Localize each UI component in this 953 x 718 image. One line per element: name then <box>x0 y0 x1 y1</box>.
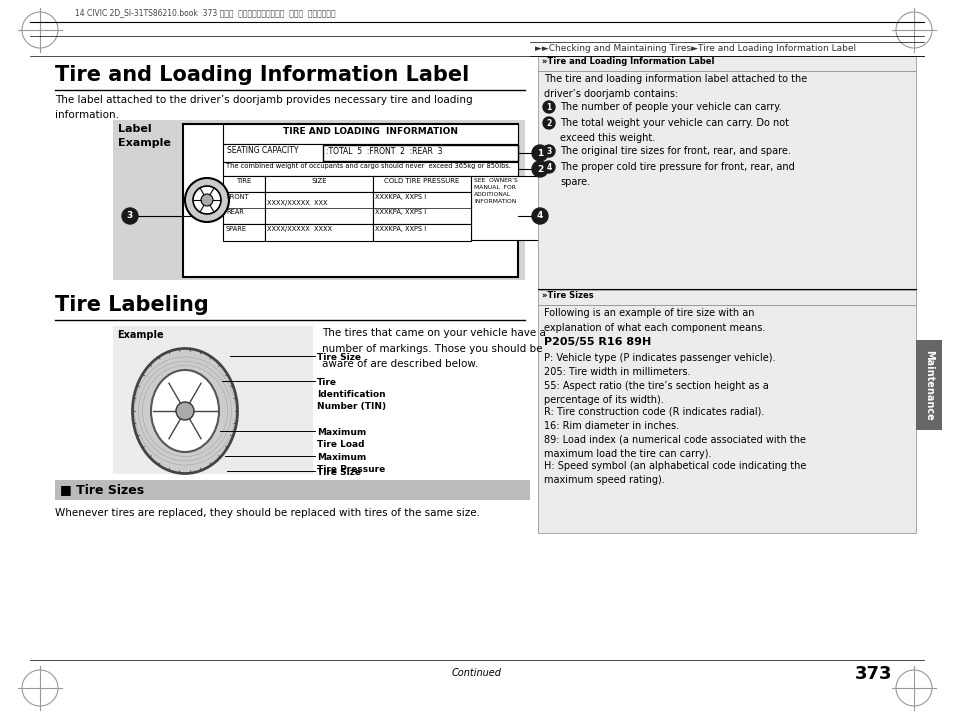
Circle shape <box>542 101 555 113</box>
Text: P205/55 R16 89H: P205/55 R16 89H <box>543 337 651 347</box>
Text: The proper cold tire pressure for front, rear, and
spare.: The proper cold tire pressure for front,… <box>559 162 794 187</box>
Circle shape <box>175 402 193 420</box>
Text: XXXKPA, XXPS I: XXXKPA, XXPS I <box>375 226 426 232</box>
Text: The tires that came on your vehicle have a
number of markings. Those you should : The tires that came on your vehicle have… <box>322 328 545 369</box>
Text: 89: Load index (a numerical code associated with the
maximum load the tire can c: 89: Load index (a numerical code associa… <box>543 435 805 459</box>
Circle shape <box>542 161 555 173</box>
Text: Maximum
Tire Load: Maximum Tire Load <box>316 428 366 449</box>
Text: 55: Aspect ratio (the tire’s section height as a
percentage of its width).: 55: Aspect ratio (the tire’s section hei… <box>543 381 768 405</box>
Ellipse shape <box>132 348 237 473</box>
Text: 1: 1 <box>537 149 542 157</box>
Bar <box>55 480 530 500</box>
Bar <box>373 224 471 241</box>
Text: Tire and Loading Information Label: Tire and Loading Information Label <box>55 65 469 85</box>
Circle shape <box>542 145 555 157</box>
Text: P: Vehicle type (P indicates passenger vehicle).: P: Vehicle type (P indicates passenger v… <box>543 353 775 363</box>
Bar <box>223 224 265 241</box>
Text: The total weight your vehicle can carry. Do not
exceed this weight.: The total weight your vehicle can carry.… <box>559 118 788 143</box>
Text: The label attached to the driver’s doorjamb provides necessary tire and loading
: The label attached to the driver’s doorj… <box>55 95 472 120</box>
Bar <box>265 224 373 241</box>
Text: »Tire and Loading Information Label: »Tire and Loading Information Label <box>541 57 714 66</box>
Text: Tire
Identification
Number (TIN): Tire Identification Number (TIN) <box>316 378 386 411</box>
Text: 4: 4 <box>546 162 551 172</box>
Bar <box>223 162 517 176</box>
Text: Following is an example of tire size with an
explanation of what each component : Following is an example of tire size wit… <box>543 308 764 333</box>
Bar <box>537 71 915 289</box>
Text: Continued: Continued <box>452 668 501 678</box>
Bar <box>373 176 471 192</box>
Bar <box>183 124 517 277</box>
Bar <box>537 305 915 533</box>
Text: 4: 4 <box>537 212 542 220</box>
Text: 1: 1 <box>546 103 551 111</box>
Text: The tire and loading information label attached to the
driver’s doorjamb contain: The tire and loading information label a… <box>543 74 806 99</box>
Text: 16: Rim diameter in inches.: 16: Rim diameter in inches. <box>543 421 679 431</box>
Text: ■ Tire Sizes: ■ Tire Sizes <box>60 483 144 496</box>
Text: 3: 3 <box>546 146 551 156</box>
Bar <box>223 144 517 162</box>
Text: 2: 2 <box>546 118 551 128</box>
Text: COLD TIRE PRESSURE: COLD TIRE PRESSURE <box>384 178 459 184</box>
Text: Tire Size: Tire Size <box>316 468 360 477</box>
Text: SPARE: SPARE <box>226 226 247 232</box>
Text: 373: 373 <box>854 665 892 683</box>
Bar <box>323 145 517 161</box>
Text: Maximum
Tire Pressure: Maximum Tire Pressure <box>316 453 385 474</box>
Circle shape <box>532 145 547 161</box>
Text: 2: 2 <box>537 164 542 174</box>
Text: XXXKPA, XXPS I: XXXKPA, XXPS I <box>375 194 426 200</box>
Ellipse shape <box>185 178 229 222</box>
Text: 14 CIVIC 2D_SI-31TS86210.book  373 ページ  ２０１４年１月２９日  水曜日  午後８時９分: 14 CIVIC 2D_SI-31TS86210.book 373 ページ ２０… <box>75 8 335 17</box>
Text: The combined weight of occupants and cargo should never  exceed 365kg or 850lbs.: The combined weight of occupants and car… <box>226 163 511 169</box>
Text: »Tire Sizes: »Tire Sizes <box>541 291 593 300</box>
Circle shape <box>532 161 547 177</box>
Ellipse shape <box>193 186 221 214</box>
Bar <box>112 326 313 474</box>
Text: The number of people your vehicle can carry.: The number of people your vehicle can ca… <box>559 102 781 112</box>
Bar <box>112 120 524 280</box>
Circle shape <box>532 208 547 224</box>
Text: Example: Example <box>117 330 164 340</box>
Text: The original tire sizes for front, rear, and spare.: The original tire sizes for front, rear,… <box>559 146 790 156</box>
Text: TIRE AND LOADING  INFORMATION: TIRE AND LOADING INFORMATION <box>283 127 457 136</box>
Text: SEATING CAPACITY: SEATING CAPACITY <box>227 146 298 155</box>
Text: :TOTAL  5  :FRONT  2  :REAR  3: :TOTAL 5 :FRONT 2 :REAR 3 <box>326 147 442 156</box>
Text: XXXX/XXXXX  XXX: XXXX/XXXXX XXX <box>267 200 327 206</box>
Text: Whenever tires are replaced, they should be replaced with tires of the same size: Whenever tires are replaced, they should… <box>55 508 479 518</box>
Bar <box>223 176 265 192</box>
Text: SIZE: SIZE <box>311 178 327 184</box>
Circle shape <box>122 208 138 224</box>
Text: FRONT: FRONT <box>226 194 249 200</box>
Bar <box>223 124 517 144</box>
Text: TIRE: TIRE <box>236 178 252 184</box>
Circle shape <box>542 117 555 129</box>
Text: H: Speed symbol (an alphabetical code indicating the
maximum speed rating).: H: Speed symbol (an alphabetical code in… <box>543 461 805 485</box>
Text: Tire Labeling: Tire Labeling <box>55 295 209 315</box>
Bar <box>223 192 265 224</box>
Circle shape <box>201 194 213 206</box>
Text: XXXX/XXXXX  XXXX: XXXX/XXXXX XXXX <box>267 226 332 232</box>
Bar <box>373 192 471 224</box>
Bar <box>471 176 556 240</box>
Text: SEE  OWNER’S
MANUAL  FOR
ADDITIONAL
INFORMATION: SEE OWNER’S MANUAL FOR ADDITIONAL INFORM… <box>474 178 517 204</box>
Text: Label
Example: Label Example <box>118 124 171 148</box>
Bar <box>265 176 373 192</box>
Bar <box>537 290 915 305</box>
Text: Maintenance: Maintenance <box>923 350 933 420</box>
Bar <box>265 192 373 224</box>
Text: REAR: REAR <box>226 209 244 215</box>
Text: XXXKPA, XXPS I: XXXKPA, XXPS I <box>375 209 426 215</box>
Bar <box>537 56 915 71</box>
Ellipse shape <box>151 370 219 452</box>
Text: ►►Checking and Maintaining Tires►Tire and Loading Information Label: ►►Checking and Maintaining Tires►Tire an… <box>535 44 855 53</box>
Text: 205: Tire width in millimeters.: 205: Tire width in millimeters. <box>543 367 690 377</box>
Text: 3: 3 <box>127 212 133 220</box>
Text: Tire Size: Tire Size <box>316 353 360 362</box>
Bar <box>915 340 941 430</box>
Text: R: Tire construction code (R indicates radial).: R: Tire construction code (R indicates r… <box>543 407 763 417</box>
